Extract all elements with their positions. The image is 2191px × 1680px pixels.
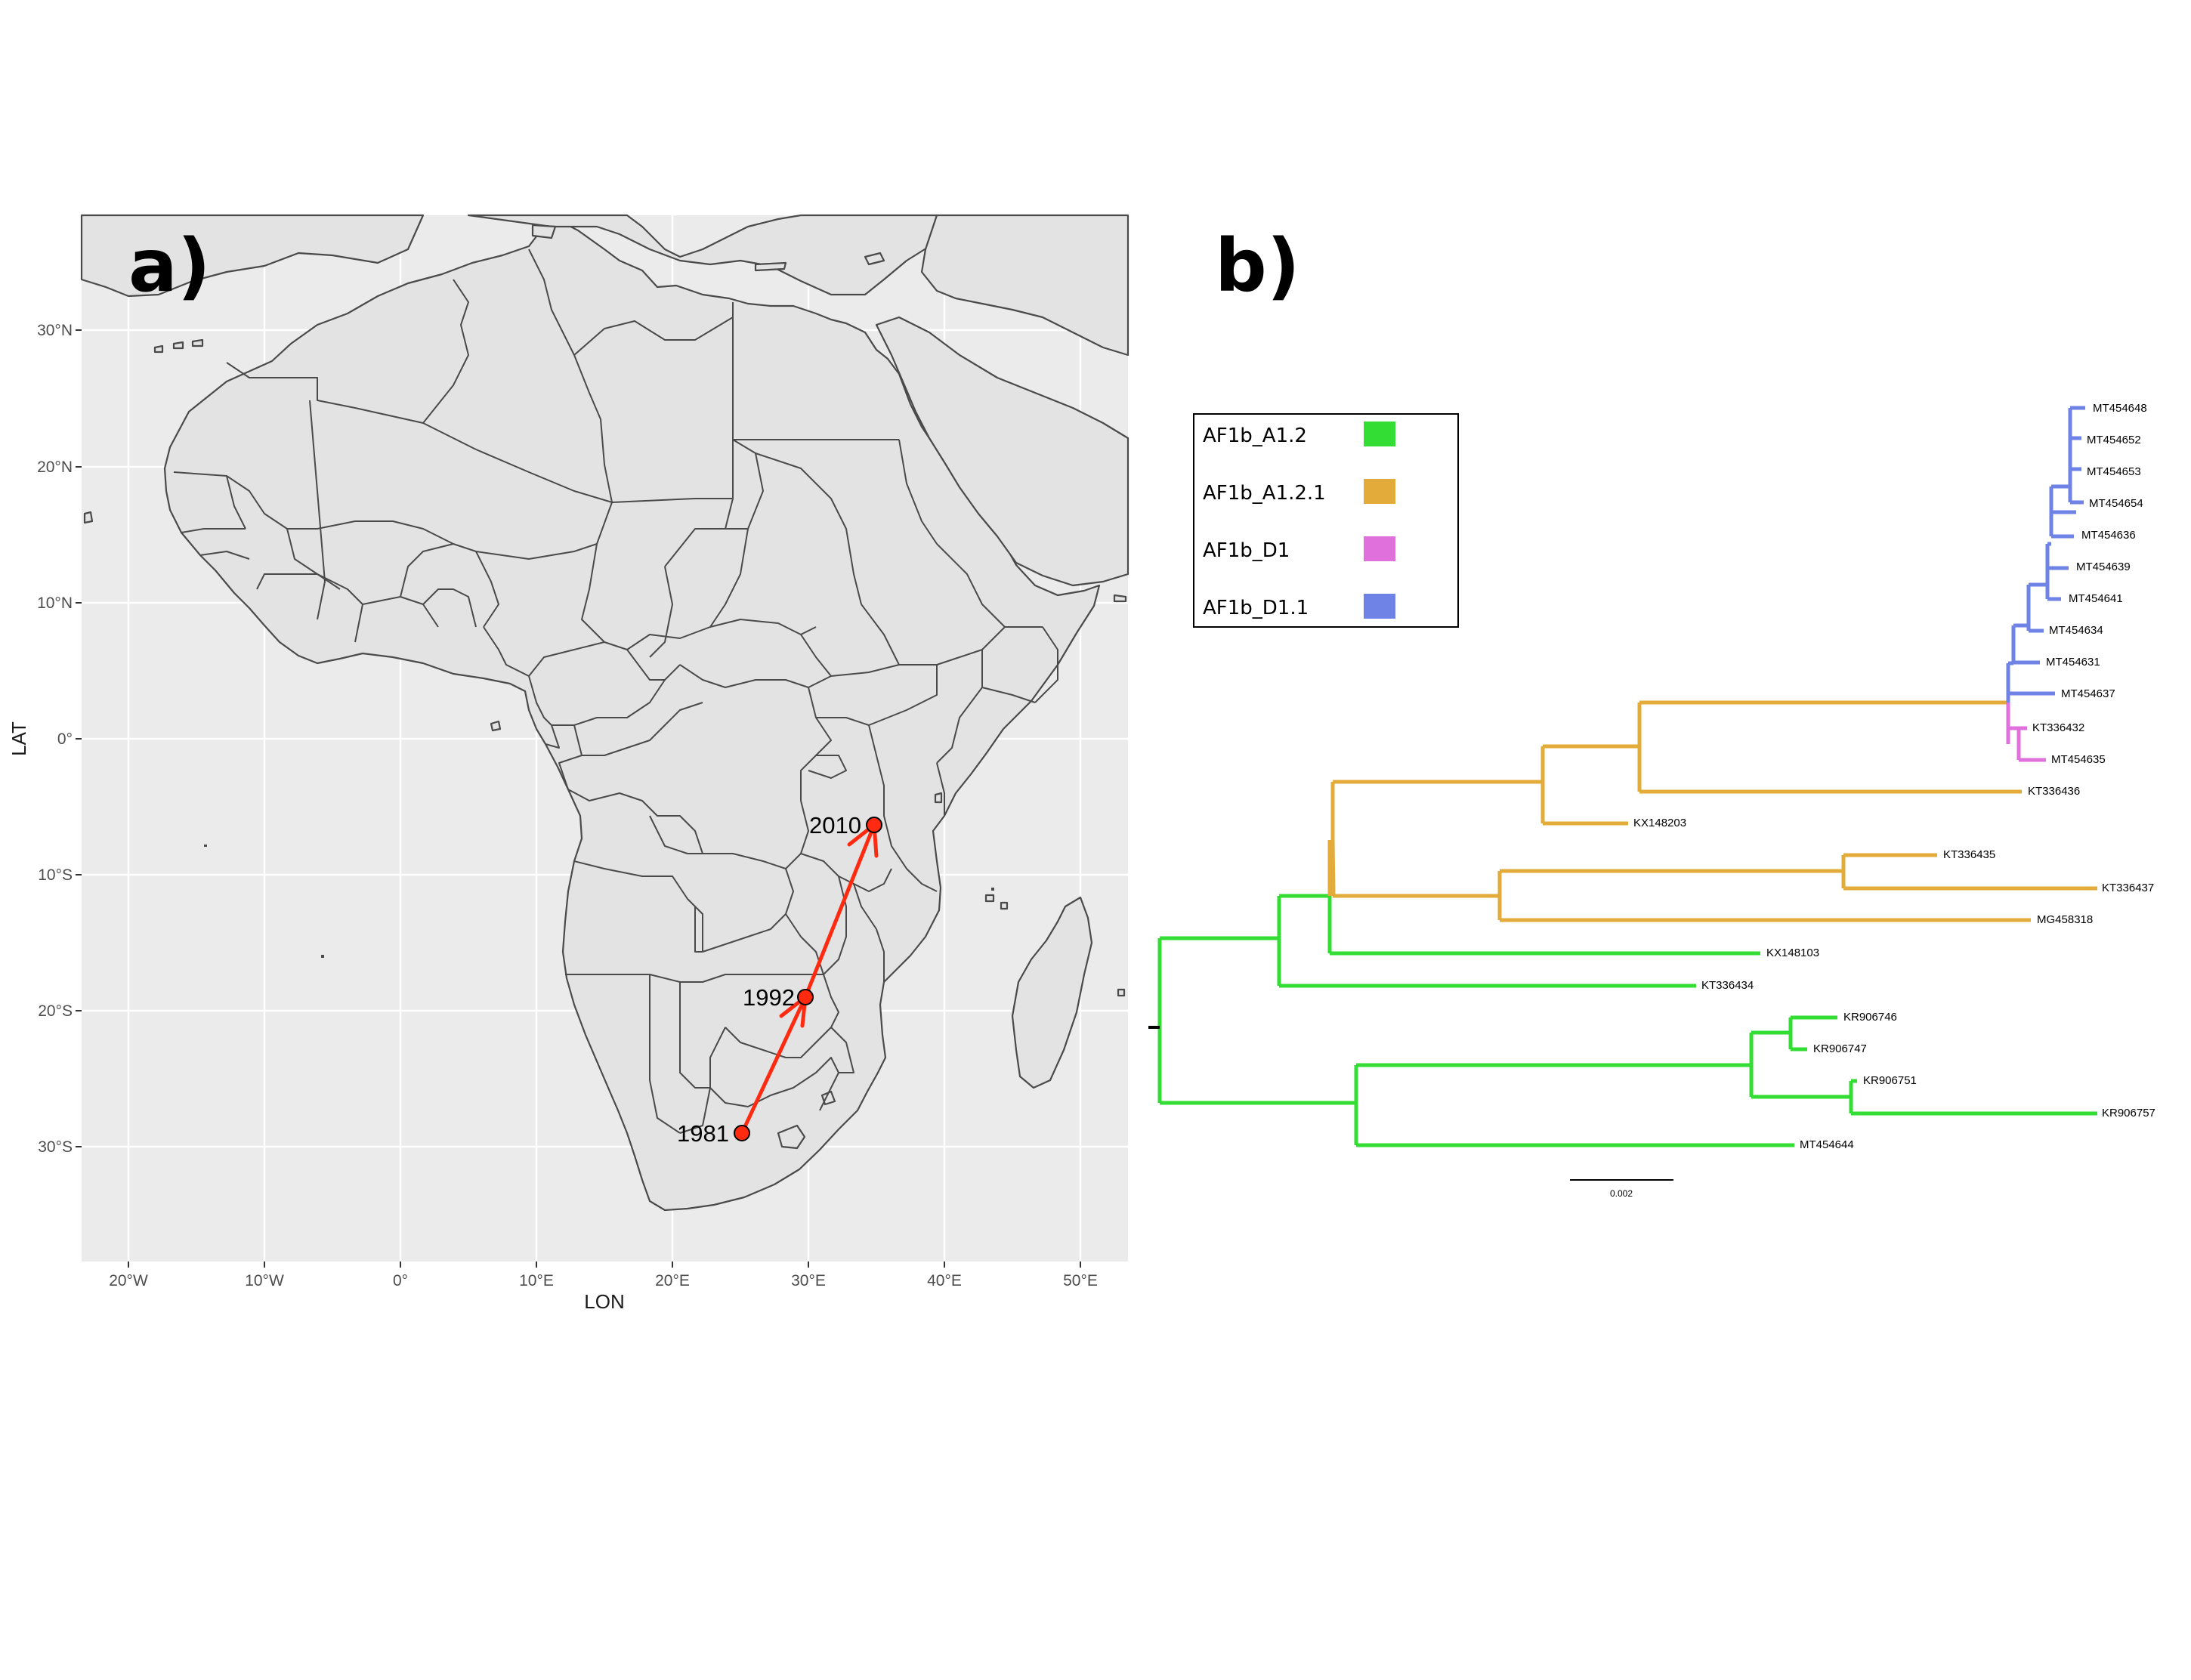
leaf-label: KT336434 xyxy=(1701,979,1754,992)
socotra xyxy=(1113,594,1127,603)
legend: AF1b_A1.2 AF1b_A1.2.1 AF1b_D1 AF1b_D1.1 xyxy=(1193,413,1459,628)
leaf-label: MT454636 xyxy=(2081,529,2136,542)
bioko xyxy=(490,720,502,732)
legend-swatch xyxy=(1364,536,1395,561)
comoros xyxy=(984,894,1009,910)
map-axis-ticks xyxy=(76,329,1081,1268)
scale-bar-label: 0.002 xyxy=(1610,1188,1633,1199)
middle-east-north xyxy=(920,214,1129,357)
x-tick-label: 40°E xyxy=(927,1272,962,1289)
x-tick-label: 10°W xyxy=(245,1272,284,1289)
leaf-label: MT454653 xyxy=(2087,465,2141,478)
scale-bar: 0.002 xyxy=(1570,1179,1673,1199)
leaf-label: MT454631 xyxy=(2046,656,2100,669)
year-label-1981: 1981 xyxy=(677,1120,729,1147)
leaf-label: MT454654 xyxy=(2089,497,2143,510)
clade-d1-branches xyxy=(2006,703,2046,762)
y-tick-label: 30°S xyxy=(38,1138,73,1156)
leaf-label: MT454641 xyxy=(2069,592,2123,605)
leaf-label: KR906757 xyxy=(2102,1107,2155,1119)
legend-label: AF1b_A1.2 xyxy=(1203,425,1307,447)
canary-islands xyxy=(153,338,204,354)
map-y-tick-labels: 30°N 20°N 10°N 0° 10°S 20°S 30°S xyxy=(37,322,73,1156)
leaf-label: KT336435 xyxy=(1943,848,1995,861)
leaf-label: MT454635 xyxy=(2051,753,2106,766)
clade-d11-branches xyxy=(2006,406,2085,703)
point-2010 xyxy=(866,817,882,833)
clade-a12-branches xyxy=(1148,894,2097,1147)
leaf-label: MT454652 xyxy=(2087,434,2141,446)
zanzibar xyxy=(934,792,943,804)
legend-swatch xyxy=(1364,479,1395,504)
legend-label: AF1b_D1.1 xyxy=(1203,597,1309,619)
leaf-label: MT454648 xyxy=(2093,402,2147,415)
leaf-label: KX148203 xyxy=(1633,817,1686,829)
africa-continent xyxy=(163,219,1101,1212)
leaf-labels: MT454648 MT454652 MT454653 MT454654 MT45… xyxy=(1633,402,2155,1151)
arabian-peninsula xyxy=(875,316,1129,587)
mauritius xyxy=(1117,988,1126,997)
y-tick-label: 10°S xyxy=(38,866,73,884)
year-label-2010: 2010 xyxy=(809,812,861,838)
legend-label: AF1b_D1 xyxy=(1203,539,1290,562)
leaf-label: MG458318 xyxy=(2037,913,2093,926)
y-tick-label: 10°N xyxy=(37,594,73,612)
legend-label: AF1b_A1.2.1 xyxy=(1203,482,1326,505)
sicily xyxy=(531,224,557,239)
y-tick-label: 30°N xyxy=(37,322,73,339)
italy-balkans xyxy=(467,214,938,296)
point-1981 xyxy=(734,1125,750,1141)
madagascar xyxy=(1011,896,1093,1089)
x-tick-label: 0° xyxy=(393,1272,408,1289)
leaf-label: KX148103 xyxy=(1766,947,1819,959)
y-axis-title: LAT xyxy=(8,721,30,756)
leaf-label: KR906747 xyxy=(1813,1042,1867,1055)
country-borders xyxy=(173,249,1058,1134)
point-1992 xyxy=(797,989,814,1005)
crete xyxy=(754,261,787,272)
land xyxy=(80,214,1129,1212)
legend-swatch xyxy=(1364,594,1395,619)
panel-b-label: b) xyxy=(1215,224,1300,308)
map-panel: 20°W 10°W 0° 10°E 20°E 30°E 40°E 50°E 30… xyxy=(8,214,1129,1313)
clade-a121-branches xyxy=(1327,700,2097,922)
x-axis-title: LON xyxy=(584,1290,624,1313)
small-islands xyxy=(204,845,994,958)
x-tick-label: 20°W xyxy=(109,1272,148,1289)
leaf-label: MT454644 xyxy=(1800,1138,1854,1151)
y-tick-label: 0° xyxy=(57,730,73,748)
leaf-label: MT454634 xyxy=(2049,624,2103,637)
leaf-label: MT454639 xyxy=(2076,561,2131,573)
map-x-tick-labels: 20°W 10°W 0° 10°E 20°E 30°E 40°E 50°E xyxy=(109,1272,1098,1289)
y-tick-label: 20°N xyxy=(37,459,73,476)
tree-panel: b) AF1b_A1.2 AF1b_A1.2.1 AF1b_D1 AF1b_D1… xyxy=(1148,224,2155,1199)
spread-route xyxy=(740,821,879,1135)
x-tick-label: 50°E xyxy=(1063,1272,1098,1289)
legend-box xyxy=(1193,413,1459,628)
cyprus xyxy=(864,252,885,266)
leaf-label: KT336432 xyxy=(2032,721,2084,734)
leaf-label: KR906746 xyxy=(1843,1011,1897,1024)
x-tick-label: 10°E xyxy=(519,1272,554,1289)
x-tick-label: 20°E xyxy=(655,1272,690,1289)
year-label-1992: 1992 xyxy=(743,984,795,1011)
leaf-label: MT454637 xyxy=(2061,687,2115,700)
leaf-label: KR906751 xyxy=(1863,1074,1917,1087)
x-tick-label: 30°E xyxy=(791,1272,826,1289)
y-tick-label: 20°S xyxy=(38,1002,73,1020)
iberia-europe xyxy=(80,214,425,298)
route-segment-1992-2010 xyxy=(803,823,876,999)
cape-verde xyxy=(83,511,94,524)
leaf-label: KT336437 xyxy=(2102,882,2154,894)
leaf-label: KT336436 xyxy=(2028,785,2080,798)
legend-swatch xyxy=(1364,422,1395,446)
panel-a-label: a) xyxy=(128,224,211,308)
route-points xyxy=(734,817,882,1141)
route-segment-1981-1992 xyxy=(740,995,808,1135)
lesotho xyxy=(777,1124,806,1150)
